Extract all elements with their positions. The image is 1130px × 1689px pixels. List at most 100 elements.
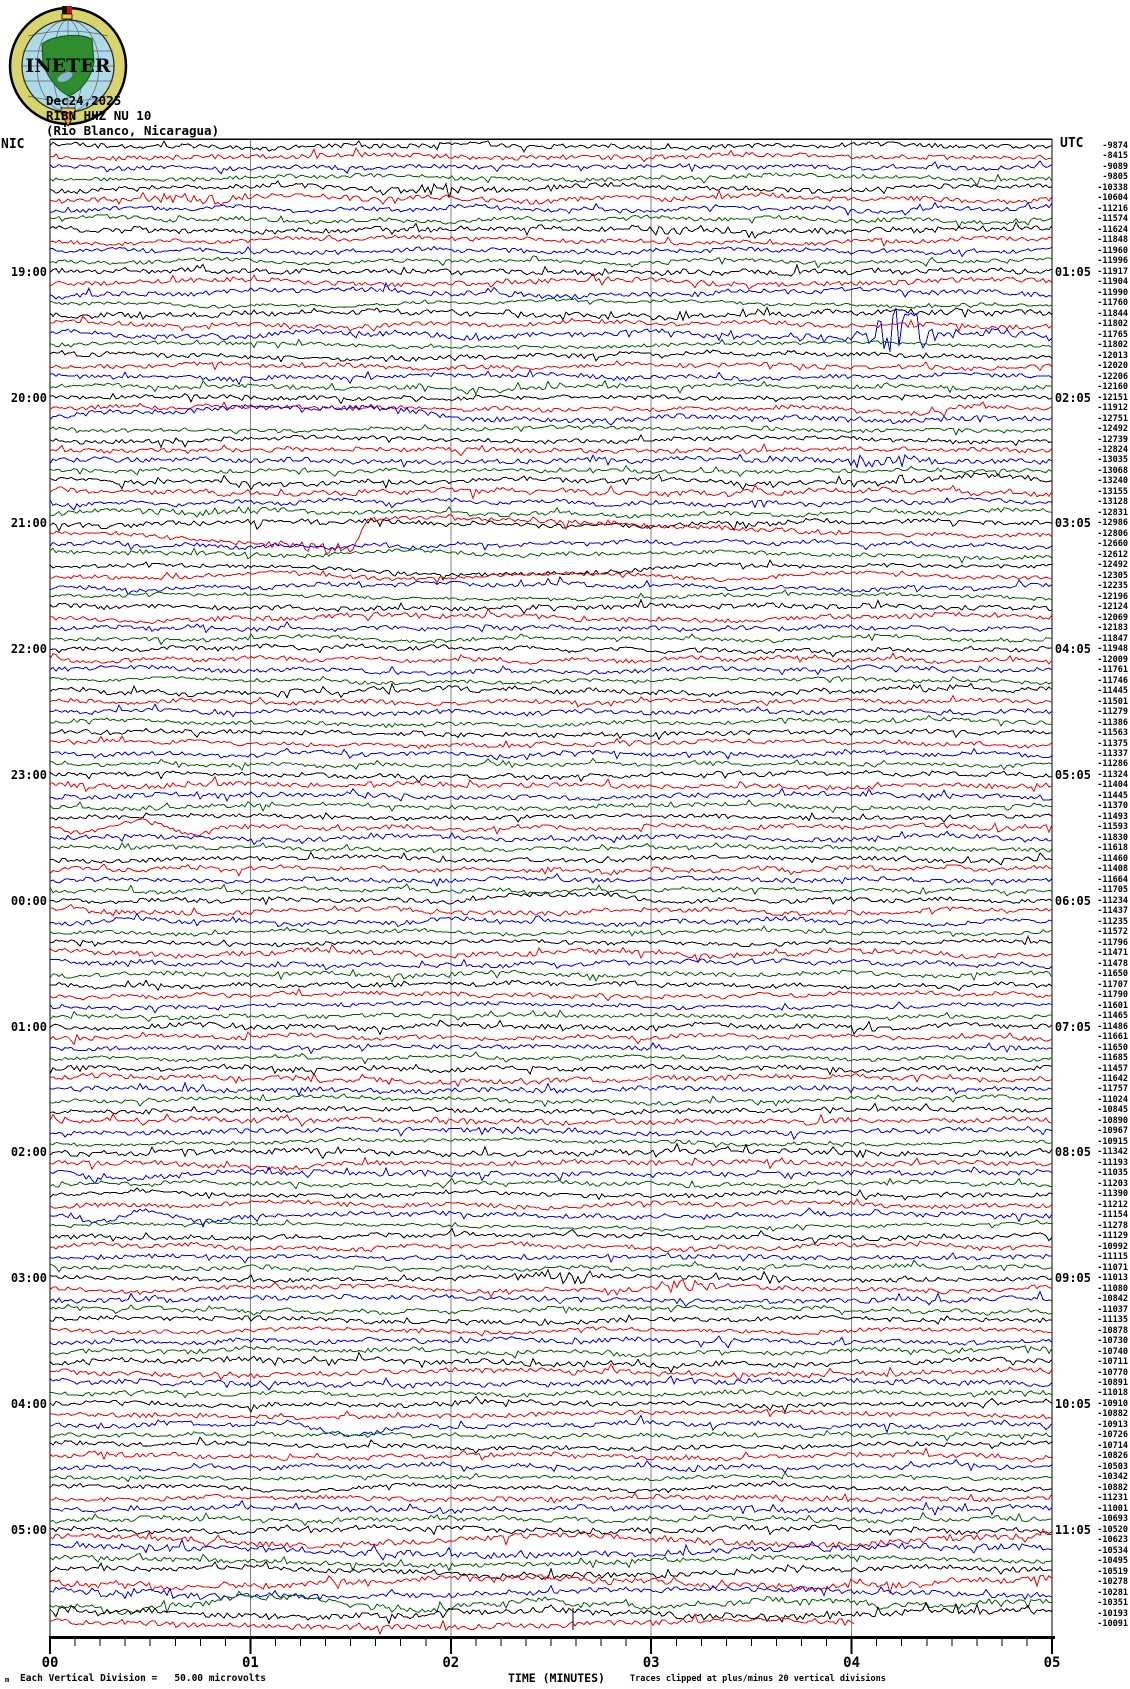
trace-row [49,925,1053,938]
nic-hour-label: 01:00 [10,1019,47,1034]
trace-offset-value: -11661 [1097,1032,1128,1043]
trace-offset-value: -13240 [1097,476,1128,487]
trace-row [49,988,1053,1002]
utc-hour-label: 10:05 [1054,1396,1091,1411]
trace-row [49,392,1053,405]
trace-offset-value: -11216 [1097,203,1128,214]
trace-row [49,423,1053,436]
trace-row [49,1429,1053,1442]
trace-row [49,1278,1053,1298]
trace-row [49,1198,1053,1211]
trace-row [49,297,1053,309]
trace-row [49,1553,1053,1572]
trace-offset-value: -11404 [1097,780,1128,791]
trace-offset-value: -12492 [1097,424,1128,435]
trace-offset-value: -11601 [1097,1000,1128,1011]
trace-offset-value: -11802 [1097,319,1128,330]
x-tick-label: 04 [843,1655,861,1671]
trace-row [49,307,1053,352]
trace-row [49,1227,1053,1245]
trace-offset-value: -11235 [1097,916,1128,927]
trace-row [49,818,1053,837]
trace-row [49,360,1053,373]
trace-row [49,305,1053,322]
trace-row [49,472,1053,491]
trace-row [49,1000,1053,1014]
trace-row [49,1063,1053,1076]
trace-offset-value: -11024 [1097,1094,1128,1105]
trace-offset-value: -11948 [1097,644,1128,655]
trace-row [49,979,1053,992]
trace-offset-value: -10730 [1097,1336,1128,1347]
trace-offset-value: -11912 [1097,403,1128,414]
trace-row [49,1511,1053,1527]
trace-offset-value: -11904 [1097,277,1128,288]
trace-row [49,903,1053,917]
trace-offset-value: -11080 [1097,1283,1128,1294]
trace-offset-value: -12160 [1097,382,1128,393]
trace-offset-value: -11642 [1097,1073,1128,1084]
logo-flag-red [67,6,72,14]
trace-row [49,1601,1053,1625]
trace-row [49,1137,1053,1149]
trace-offset-value: -11370 [1097,801,1128,812]
header-location: (Rio Blanco, Nicaragua) [46,123,220,138]
trace-row [49,811,1053,823]
trace-offset-value: -11847 [1097,633,1128,644]
trace-offset-value: -10726 [1097,1430,1128,1441]
trace-row [49,851,1053,866]
trace-row [49,1072,1053,1088]
trace-offset-value: -12824 [1097,445,1128,455]
trace-offset-value: -12235 [1097,581,1128,592]
trace-offset-value: -10495 [1097,1556,1128,1567]
trace-offset-value: -11830 [1097,832,1128,843]
trace-row [49,1375,1053,1391]
trace-row [49,538,1053,552]
trace-offset-value: -12806 [1097,528,1128,539]
trace-offset-value: -10519 [1097,1566,1128,1577]
trace-row [49,1207,1053,1229]
trace-offset-value: -12183 [1097,623,1128,634]
trace-row [49,517,1053,533]
x-tick-label: 05 [1043,1655,1061,1671]
trace-row [49,1165,1053,1185]
trace-offset-value: -10967 [1097,1126,1128,1137]
trace-row [49,1031,1053,1046]
trace-row [49,1187,1053,1201]
trace-row [49,1041,1053,1055]
trace-offset-value: -12831 [1097,507,1128,518]
trace-row [49,1492,1053,1504]
trace-row [49,514,1053,554]
trace-row [49,1458,1053,1474]
utc-hour-label: 04:05 [1054,642,1091,657]
trace-row [49,1314,1053,1326]
right-timezone-label: UTC [1060,136,1084,151]
trace-offset-value: -11848 [1097,235,1128,246]
trace-row [49,769,1053,784]
trace-row [49,1177,1053,1190]
trace-offset-value: -13155 [1097,486,1128,497]
trace-row [49,787,1053,803]
x-axis-title: TIME (MINUTES) [508,1671,605,1685]
trace-offset-value: -11760 [1097,298,1128,309]
trace-offset-value: -11765 [1097,329,1128,340]
trace-offset-value: -10278 [1097,1577,1128,1588]
trace-offset-value: -11018 [1097,1388,1128,1399]
trace-offset-value: -10913 [1097,1419,1128,1430]
trace-row [49,188,1053,206]
footer-corner-mark: m [5,1676,10,1684]
trace-row [49,558,1053,581]
trace-offset-value: -10520 [1097,1524,1128,1535]
trace-row [49,775,1053,793]
trace-row [49,1335,1053,1349]
trace-row [49,1219,1053,1232]
trace-offset-value: -12151 [1097,392,1128,403]
trace-offset-value: -10503 [1097,1461,1128,1472]
footer-scale-note: Each Vertical Division = 50.00 microvolt… [20,1673,266,1684]
x-tick-label: 01 [241,1655,259,1671]
trace-row [49,281,1053,300]
x-tick-label: 02 [442,1655,460,1671]
utc-hour-label: 05:05 [1054,767,1091,782]
